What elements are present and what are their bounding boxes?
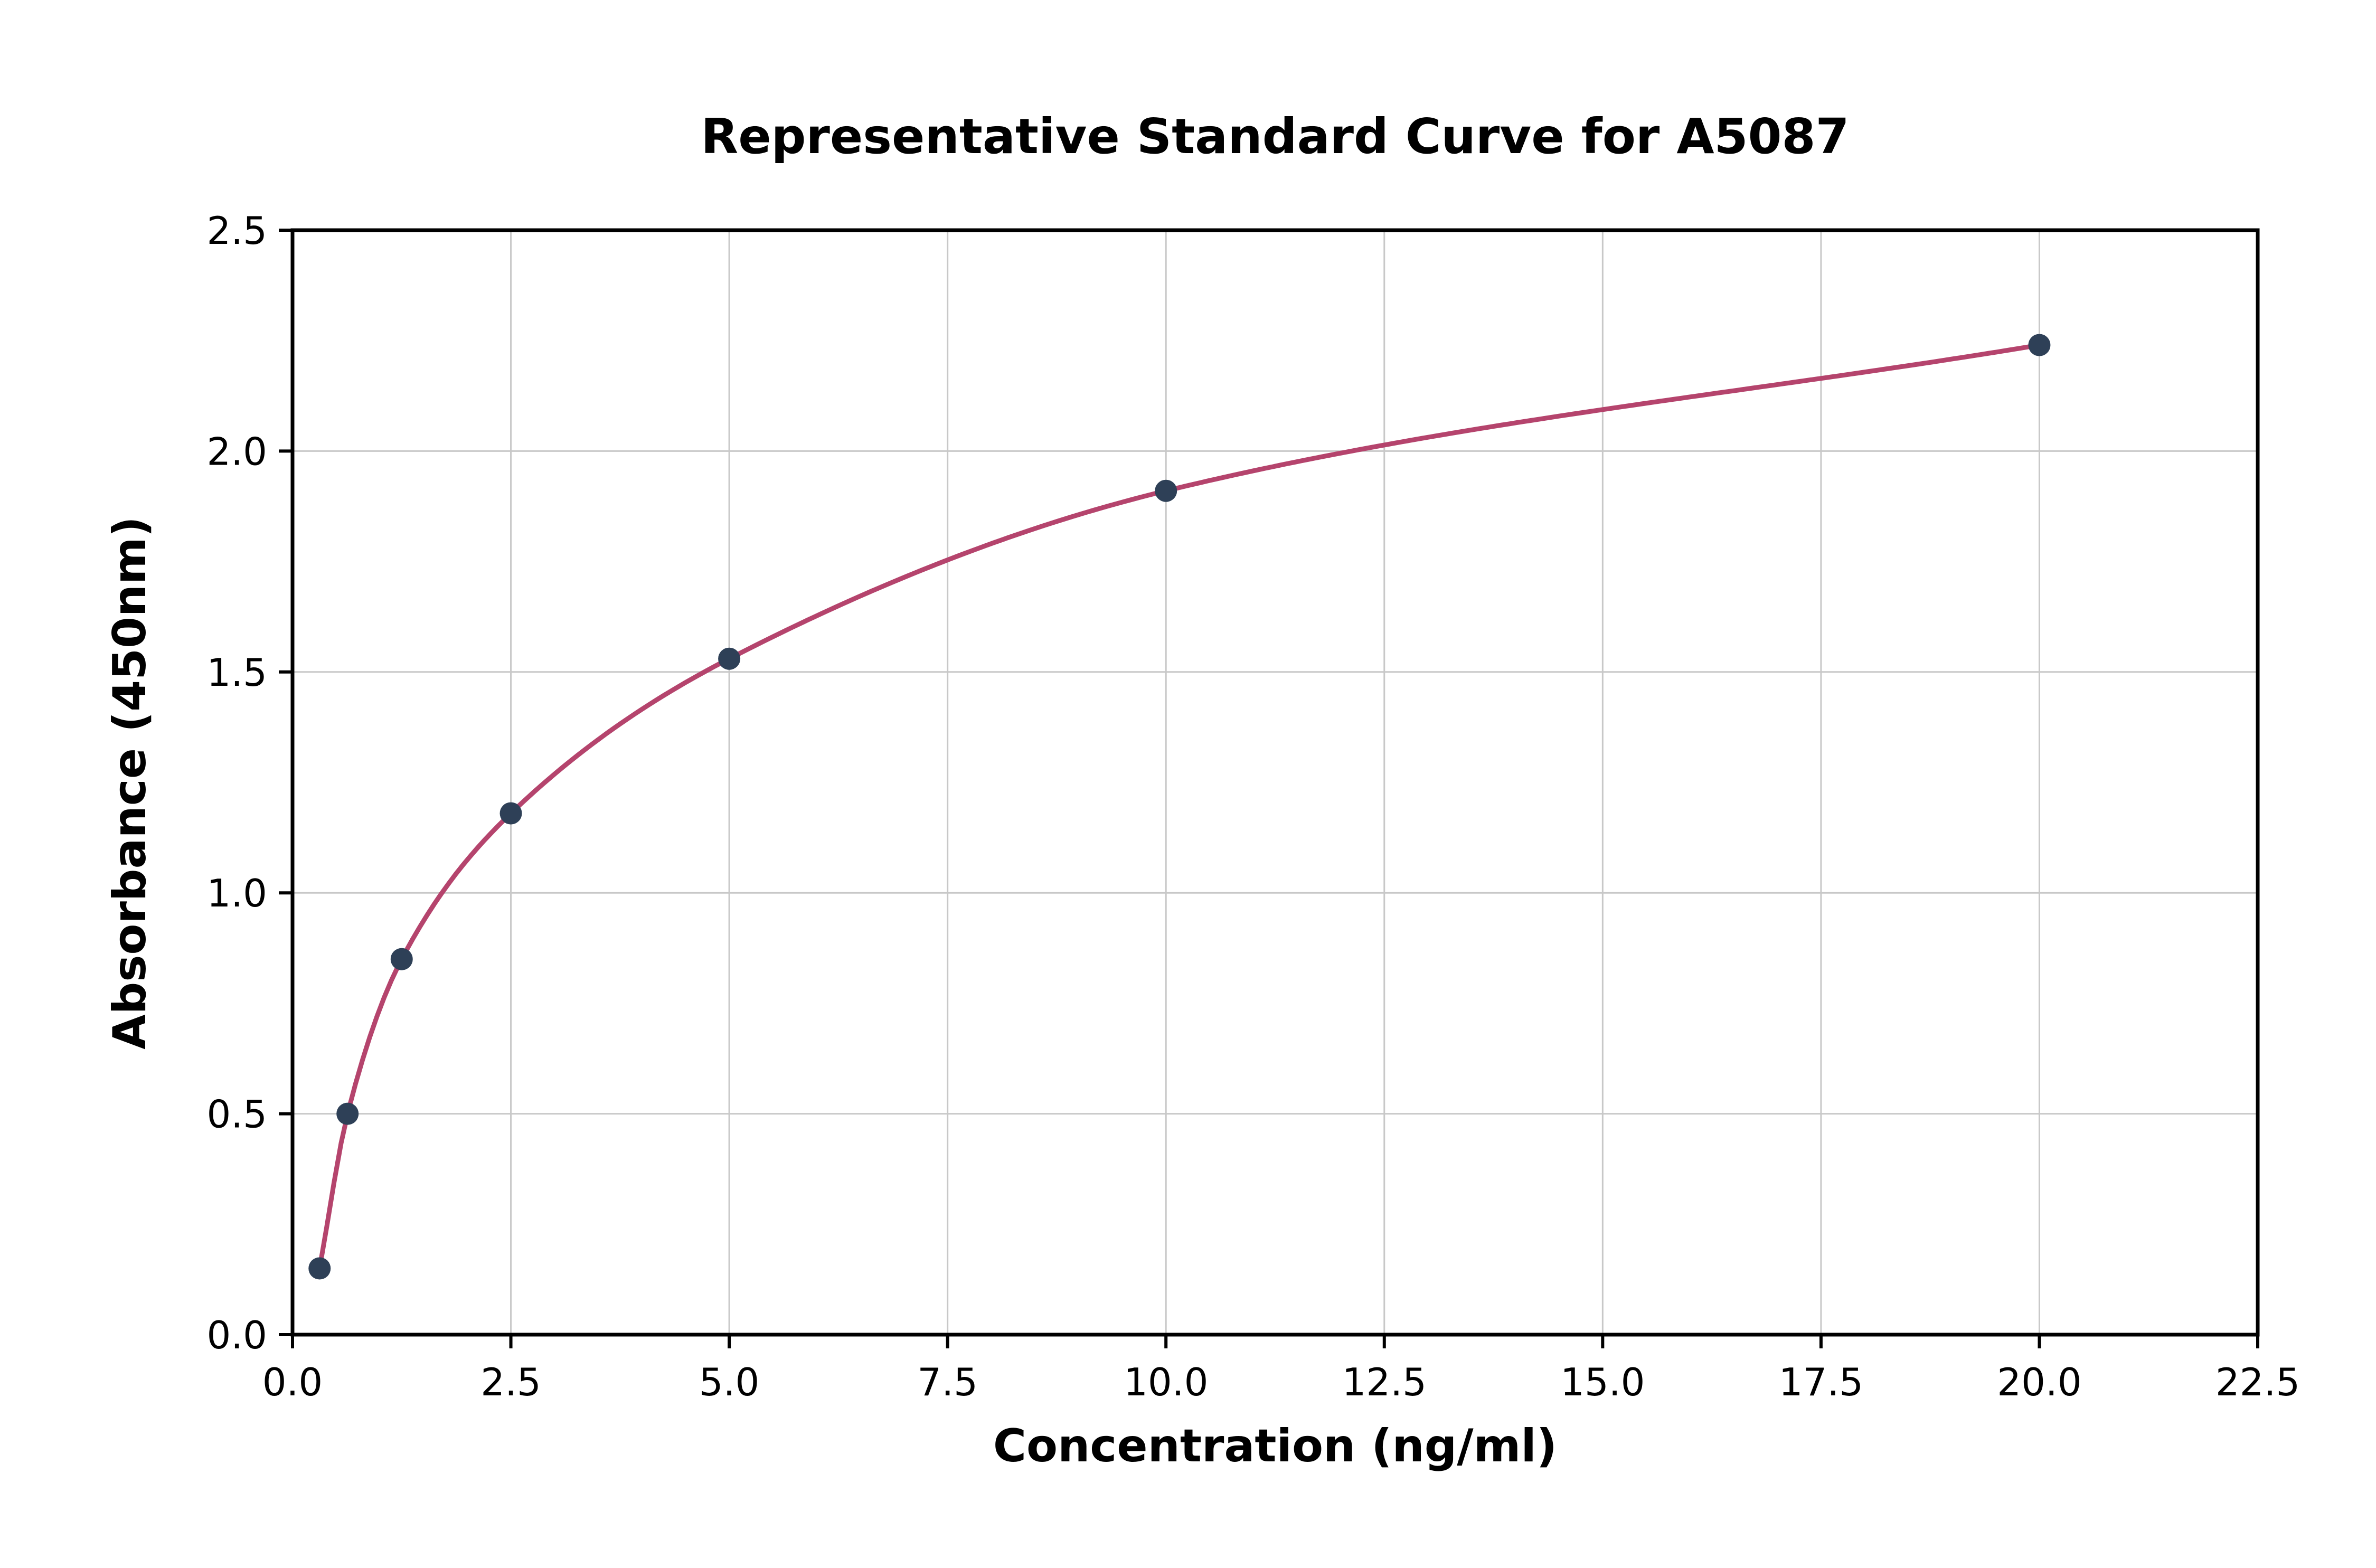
x-tick-label: 7.5 bbox=[917, 1360, 978, 1404]
data-point bbox=[308, 1257, 331, 1280]
data-point bbox=[718, 647, 741, 670]
y-tick-label: 2.0 bbox=[206, 429, 267, 474]
data-point bbox=[2028, 334, 2051, 356]
axes-spines bbox=[290, 228, 2260, 1337]
data-point bbox=[499, 802, 522, 825]
fit-curve-line bbox=[317, 343, 2042, 1271]
x-tick-label: 20.0 bbox=[1997, 1360, 2081, 1404]
x-axis-label: Concentration (ng/ml) bbox=[993, 1420, 1557, 1472]
data-point bbox=[390, 948, 413, 970]
y-tick-label: 0.5 bbox=[206, 1092, 267, 1137]
x-tick-label: 2.5 bbox=[480, 1360, 541, 1404]
fit-curve-layer bbox=[317, 343, 2042, 1271]
y-tick-label: 1.0 bbox=[206, 871, 267, 915]
data-point bbox=[1155, 479, 1177, 502]
tick-marks bbox=[279, 229, 2259, 1348]
y-axis-label: Absorbance (450nm) bbox=[103, 516, 156, 1050]
data-point bbox=[336, 1102, 359, 1125]
y-tick-label: 0.0 bbox=[206, 1313, 267, 1357]
y-tick-label: 2.5 bbox=[206, 209, 267, 253]
plot-border bbox=[290, 228, 2260, 1337]
tick-labels: 0.0 2.5 5.0 7.5 10.0 12.5 15.0 17.5 20.0 22.5 0.0 0… bbox=[206, 209, 2300, 1404]
grid-lines bbox=[291, 229, 2259, 1336]
x-tick-label: 17.5 bbox=[1779, 1360, 1863, 1404]
x-tick-label: 22.5 bbox=[2215, 1360, 2300, 1404]
x-tick-label: 0.0 bbox=[262, 1360, 323, 1404]
x-tick-label: 12.5 bbox=[1342, 1360, 1427, 1404]
x-tick-label: 10.0 bbox=[1124, 1360, 1208, 1404]
x-tick-label: 15.0 bbox=[1560, 1360, 1645, 1404]
chart-title: Representative Standard Curve for A5087 bbox=[701, 108, 1849, 165]
data-points-layer bbox=[308, 334, 2051, 1280]
x-tick-label: 5.0 bbox=[699, 1360, 760, 1404]
y-tick-label: 1.5 bbox=[206, 650, 267, 695]
